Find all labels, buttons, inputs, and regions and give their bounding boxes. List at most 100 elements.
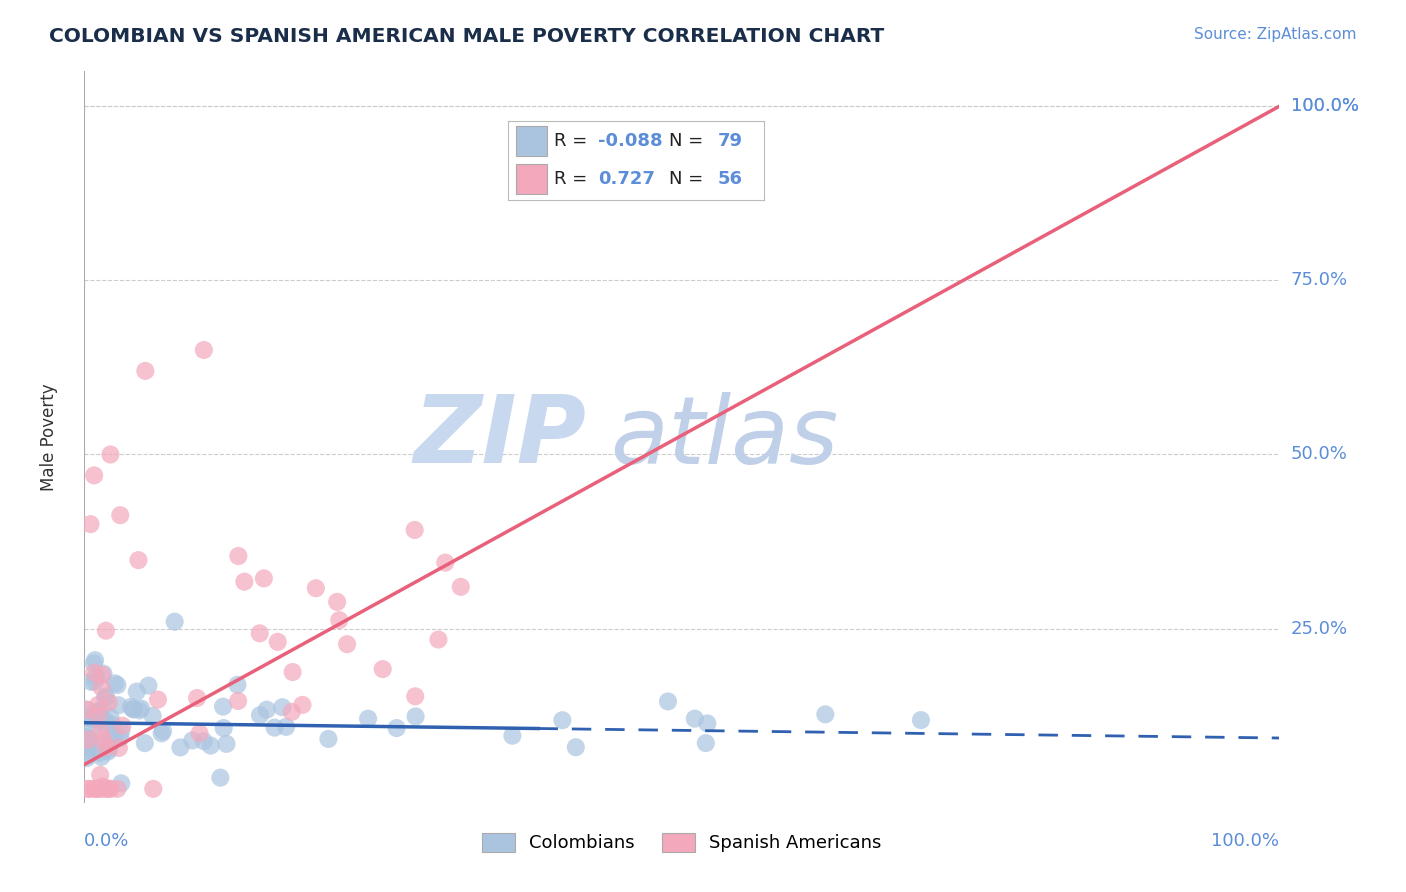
Text: 0.727: 0.727 [598, 170, 655, 188]
Point [150, 726, 173, 740]
Point [77, 732, 100, 747]
Text: 50.0%: 50.0% [1291, 445, 1347, 464]
Point [434, 556, 457, 570]
Point [450, 580, 472, 594]
Point [186, 691, 208, 706]
Point [110, 508, 132, 523]
Point [163, 615, 186, 629]
Point [256, 703, 278, 717]
Point [101, 717, 124, 731]
Text: N =: N = [669, 170, 710, 188]
Point [83, 468, 105, 483]
Point [128, 703, 150, 717]
Text: ZIP: ZIP [413, 391, 586, 483]
Point [107, 781, 129, 796]
Point [77, 781, 100, 796]
Point [138, 679, 160, 693]
Point [120, 699, 142, 714]
Point [94, 624, 117, 638]
Point [274, 720, 297, 734]
Bar [516, 127, 547, 156]
Point [111, 719, 134, 733]
Text: Source: ZipAtlas.com: Source: ZipAtlas.com [1194, 27, 1357, 42]
Point [83, 674, 105, 689]
Point [77, 731, 100, 746]
Text: COLOMBIAN VS SPANISH AMERICAN MALE POVERTY CORRELATION CHART: COLOMBIAN VS SPANISH AMERICAN MALE POVER… [49, 27, 884, 45]
Point [84, 781, 107, 796]
Point [212, 721, 235, 735]
Point [209, 771, 232, 785]
Point [87, 704, 110, 718]
Point [79, 517, 101, 532]
Point [76, 703, 98, 717]
Point [103, 730, 125, 744]
Text: atlas: atlas [610, 392, 838, 483]
Point [97, 744, 120, 758]
Text: -0.088: -0.088 [598, 132, 662, 151]
Text: 0.0%: 0.0% [84, 832, 129, 850]
Text: N =: N = [669, 132, 710, 151]
Point [90, 704, 112, 718]
Point [404, 523, 426, 537]
Point [695, 736, 717, 750]
Text: R =: R = [554, 170, 593, 188]
Point [82, 723, 104, 737]
Point [76, 703, 98, 717]
Point [249, 708, 271, 723]
Point [97, 695, 120, 709]
Point [814, 707, 837, 722]
Point [336, 637, 359, 651]
Point [291, 698, 314, 712]
Point [91, 780, 114, 794]
Point [110, 776, 132, 790]
Point [142, 709, 165, 723]
Text: Male Poverty: Male Poverty [39, 384, 58, 491]
Point [93, 666, 115, 681]
Point [188, 726, 211, 740]
Point [80, 674, 103, 689]
Point [551, 713, 574, 727]
Point [193, 734, 215, 748]
Point [94, 690, 117, 705]
Point [83, 665, 105, 680]
Point [107, 678, 129, 692]
Point [125, 684, 148, 698]
Point [79, 735, 101, 749]
Point [565, 740, 588, 755]
Point [305, 581, 328, 595]
Point [134, 364, 156, 378]
Point [134, 736, 156, 750]
Point [79, 710, 101, 724]
Point [212, 699, 235, 714]
Point [90, 750, 112, 764]
Point [87, 781, 110, 796]
Point [122, 702, 145, 716]
Point [404, 690, 426, 704]
Point [215, 737, 238, 751]
Point [193, 343, 215, 357]
Point [318, 731, 340, 746]
Point [107, 698, 129, 713]
Text: 100.0%: 100.0% [1291, 97, 1358, 115]
Point [328, 613, 350, 627]
Point [385, 721, 408, 735]
Text: 100.0%: 100.0% [1291, 97, 1358, 115]
Point [271, 700, 294, 714]
Point [90, 737, 112, 751]
Point [89, 746, 111, 760]
Point [83, 657, 105, 671]
Legend: Colombians, Spanish Americans: Colombians, Spanish Americans [475, 826, 889, 860]
Point [89, 768, 111, 782]
Text: 75.0%: 75.0% [1291, 271, 1348, 289]
Text: 25.0%: 25.0% [1291, 620, 1348, 638]
Point [87, 698, 110, 712]
Point [90, 723, 112, 738]
Point [683, 712, 706, 726]
Point [326, 595, 349, 609]
Point [108, 740, 131, 755]
Point [76, 731, 98, 746]
Point [84, 653, 107, 667]
Point [80, 712, 103, 726]
Point [910, 713, 932, 727]
Point [104, 676, 127, 690]
